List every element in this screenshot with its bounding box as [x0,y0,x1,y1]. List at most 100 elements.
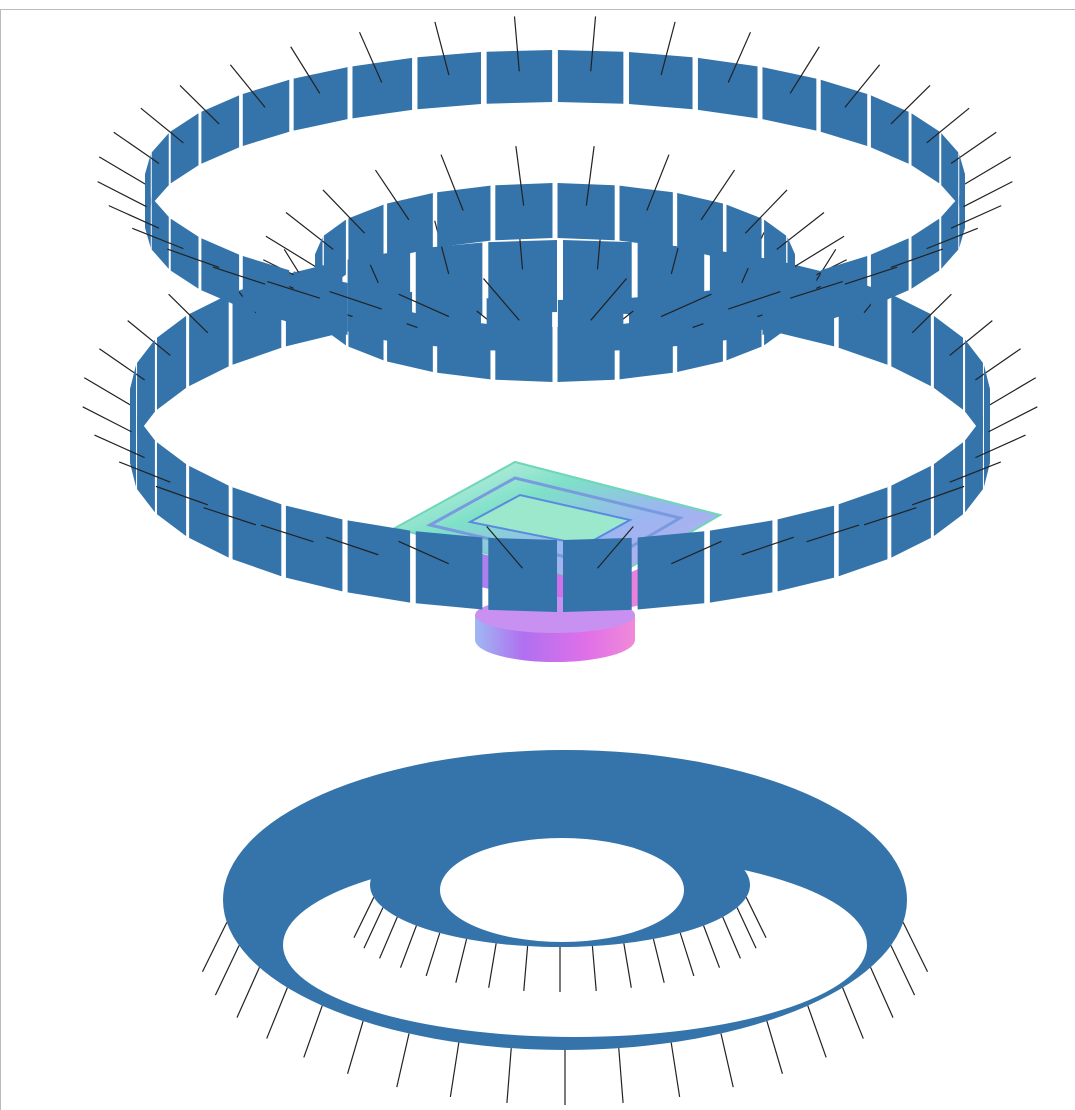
camera-axis [214,945,240,996]
camera-axis [523,946,529,991]
camera-axis [911,293,952,334]
camera-panel [437,185,491,248]
camera-axis [201,922,228,972]
camera-axis [720,1033,734,1088]
camera-axis [83,377,132,407]
camera-axis [434,220,450,275]
camera-axis [285,212,334,250]
camera-axis [590,278,627,321]
front-layer [94,197,1026,612]
camera-panel [201,95,240,164]
camera-panel [838,487,888,577]
camera-panel [820,256,868,323]
camera-axis [179,85,220,125]
camera-panel [820,79,868,146]
camera-axis [379,916,398,959]
camera-axis [353,897,375,938]
camera-axis [660,21,676,76]
camera-panel [709,520,773,603]
camera-axis [623,943,632,988]
camera-panel [137,417,155,513]
camera-axis [322,189,366,234]
camera-panel [891,294,931,387]
camera-axis [155,485,208,506]
camera-axis [776,212,825,250]
camera-axis [988,377,1037,407]
camera-panel [417,292,481,350]
camera-axis [652,938,665,983]
camera-panel [557,183,615,241]
camera-axis [975,348,1021,381]
camera-axis [789,46,820,94]
camera-panel [563,240,632,315]
camera-panel [933,442,964,537]
camera-axis [949,320,993,356]
camera-axis [266,987,288,1039]
camera-axis [374,169,410,221]
camera-axis [396,1033,410,1088]
camera-axis [988,406,1038,433]
camera-axis [766,1020,784,1074]
camera-axis [140,107,184,144]
camera-panel [293,271,348,335]
camera-axis [890,85,931,125]
camera-panel [189,294,229,387]
camera-panel [726,204,762,274]
camera-axis [789,281,843,299]
camera-panel [563,537,632,612]
camera-panel [941,197,959,269]
camera-panel [870,238,909,307]
camera-axis [108,205,160,229]
camera-panel [189,465,229,558]
camera-axis [703,925,721,968]
camera-axis [670,1042,681,1098]
camera-axis [99,348,145,381]
camera-panel [697,57,758,119]
camera-axis [660,293,712,318]
camera-axis [597,526,634,569]
camera-panel [137,339,155,435]
camera-axis [132,227,184,250]
camera-axis [700,169,736,221]
camera-axis [113,131,160,164]
camera-axis [82,406,132,433]
camera-panel [891,465,931,558]
camera-axis [267,281,321,299]
camera-axis [94,434,145,459]
camera-axis [926,227,978,250]
camera-panel [933,315,964,410]
camera-axis [303,1005,323,1058]
camera-axis [590,16,597,72]
camera-axis [618,1048,624,1104]
camera-axis [807,1005,827,1058]
camera-panel [911,218,940,289]
camera-axis [486,526,523,569]
camera-panel [130,391,137,488]
camera-axis [127,320,171,356]
camera-panel [965,339,983,435]
camera-axis [265,235,318,269]
camera-panel [201,238,240,307]
camera-panel [762,67,817,131]
camera-panel [145,175,151,248]
camera-panel [170,218,199,289]
camera-axis [97,181,147,208]
camera-axis [425,932,441,977]
camera-panel [619,185,673,248]
camera-panel [156,315,187,410]
camera-axis [118,461,171,483]
camera-panel [348,204,384,274]
camera-axis [167,248,220,269]
camera-axis [727,31,752,83]
camera-axis [260,524,314,543]
camera-panel [347,520,411,603]
camera-axis [591,946,597,991]
camera-axis [806,524,860,543]
camera-axis [744,189,788,234]
camera-panel [486,50,553,104]
camera-axis [236,967,260,1018]
camera-axis [890,945,916,996]
camera-panel [870,95,909,164]
camera-axis [963,181,1013,208]
